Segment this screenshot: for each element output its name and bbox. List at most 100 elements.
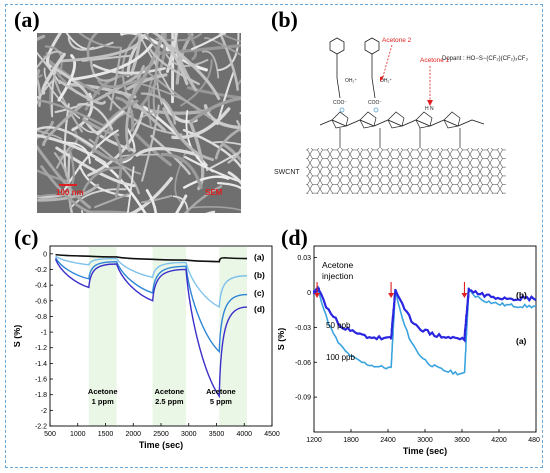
nanofiber-strand xyxy=(162,107,215,162)
nanofiber-strand xyxy=(125,64,145,152)
nanofiber-strand xyxy=(183,185,223,213)
nanofiber-strand xyxy=(189,96,241,124)
nanofiber-strand xyxy=(40,165,93,213)
nanofiber-strand xyxy=(59,43,138,63)
nanofiber-strand xyxy=(57,54,77,102)
nanofiber-strand xyxy=(166,33,179,73)
acetone-annotation-conc: 2.5 ppm xyxy=(155,397,184,406)
nanofiber-strand xyxy=(174,194,188,213)
nh-label: H N xyxy=(425,106,434,112)
nanofiber-strand xyxy=(227,171,241,186)
y-axis-label: S (%) xyxy=(278,328,286,351)
nanofiber-strand xyxy=(121,153,159,158)
swcnt-label: SWCNT xyxy=(274,169,300,176)
scale-bar xyxy=(59,184,77,186)
phenyl-ring-1 xyxy=(329,37,345,55)
acetone-annotation: Acetone xyxy=(206,387,236,396)
oh-label-1: OH₂⁺ xyxy=(345,78,357,84)
x-tick-label: 4500 xyxy=(264,431,280,438)
nanofiber-strand xyxy=(171,107,231,140)
nanofiber-strand xyxy=(141,194,173,204)
acetone-2-label: Acetone 2 xyxy=(382,37,412,44)
nanofiber-strand xyxy=(92,99,139,154)
injection-annotation: Acetone xyxy=(322,260,353,270)
nanofiber-strand xyxy=(96,110,125,136)
nanofiber-strand xyxy=(97,75,147,88)
nanofiber-strand xyxy=(227,120,241,164)
nanofiber-strand xyxy=(126,33,165,105)
sem-image: 100 nm SEM xyxy=(37,33,241,213)
nanofiber-strand xyxy=(37,80,53,104)
swcnt-lattice xyxy=(306,148,506,194)
nanofiber-strand xyxy=(82,166,122,192)
nanofiber-strand xyxy=(205,210,216,213)
x-tick-label: 1800 xyxy=(343,437,359,444)
injection-arrow-head xyxy=(461,293,468,298)
nanofiber-strand xyxy=(144,33,162,55)
nanofiber-strand xyxy=(155,43,241,56)
injection-annotation-2: injection xyxy=(322,271,353,281)
y-tick-label: -0.09 xyxy=(295,395,311,402)
nanofiber-strand xyxy=(182,175,230,189)
y-tick-label: 0 xyxy=(307,290,311,297)
nanofiber-strand xyxy=(218,33,239,91)
nanofiber-strand xyxy=(37,74,42,108)
x-tick-label: 2500 xyxy=(153,431,169,438)
y-tick-label: -1.6 xyxy=(35,377,47,384)
nanofiber-strand xyxy=(205,150,241,171)
nanofiber-strand xyxy=(37,193,64,198)
y-axis-label: S (%) xyxy=(14,325,22,348)
y-tick-label: -2 xyxy=(41,408,47,415)
x-tick-label: 3600 xyxy=(454,437,470,444)
series-line-b xyxy=(55,255,248,309)
series-line-a xyxy=(55,253,248,263)
panel-c-label: (c) xyxy=(14,225,39,250)
x-tick-label: 2000 xyxy=(125,431,141,438)
nanofiber-strand xyxy=(135,81,202,111)
figure-frame xyxy=(5,4,543,468)
exposure-band xyxy=(152,247,186,426)
sem-label: SEM xyxy=(205,188,223,197)
panel-b-label: (b) xyxy=(271,7,298,32)
nanofiber-strand xyxy=(62,141,91,164)
nanofiber-strand xyxy=(42,103,84,147)
nanofiber-strand xyxy=(72,134,142,175)
injection-arrow-head xyxy=(388,293,395,298)
nanofiber-strand xyxy=(126,33,150,78)
nanofiber-strand xyxy=(69,43,153,81)
nanofiber-strand xyxy=(174,149,188,203)
nanofiber-strand xyxy=(168,44,221,101)
nanofiber-strand xyxy=(217,181,241,190)
series-line-d xyxy=(54,259,248,399)
x-tick-label: 1000 xyxy=(70,431,86,438)
nanofiber-strand xyxy=(121,34,139,95)
nanofiber-strand xyxy=(152,50,161,117)
panel-a-label: (a) xyxy=(14,7,40,32)
x-tick-label: 3000 xyxy=(417,437,433,444)
acetone-annotation: Acetone xyxy=(88,387,118,396)
nanofiber-strand xyxy=(53,152,72,209)
coo-label-1: COO⁻ xyxy=(333,100,347,106)
nanofiber-strand xyxy=(210,141,241,146)
nanofiber-strand xyxy=(221,142,241,163)
nanofiber-strand xyxy=(180,59,213,107)
y-tick-label: -0.06 xyxy=(295,360,311,367)
nanofiber-strand xyxy=(109,48,122,111)
nanofiber-strand xyxy=(71,92,94,132)
nanofiber-strand xyxy=(184,155,241,183)
acetone-1-label: Acetone 1 xyxy=(420,57,450,64)
nanofiber-strand xyxy=(37,144,92,209)
chart-c: 500 1000 1500 2000 2500 3000 3500 4000 4500 0 -0.2… xyxy=(14,245,280,450)
x-tick-label: 2400 xyxy=(380,437,396,444)
nanofiber-strand xyxy=(37,133,107,165)
nanofiber-strand xyxy=(203,36,241,57)
conc-label-100: 100 ppb xyxy=(326,353,355,362)
y-tick-label: -2.2 xyxy=(35,424,47,431)
nanofiber-strand xyxy=(160,152,203,189)
x-tick-label: 4000 xyxy=(236,431,252,438)
acetone-annotation-conc: 1 ppm xyxy=(92,397,114,406)
x-tick-label: 1500 xyxy=(98,431,114,438)
nanofiber-strand xyxy=(37,126,95,148)
nanofiber-strand xyxy=(37,50,63,70)
